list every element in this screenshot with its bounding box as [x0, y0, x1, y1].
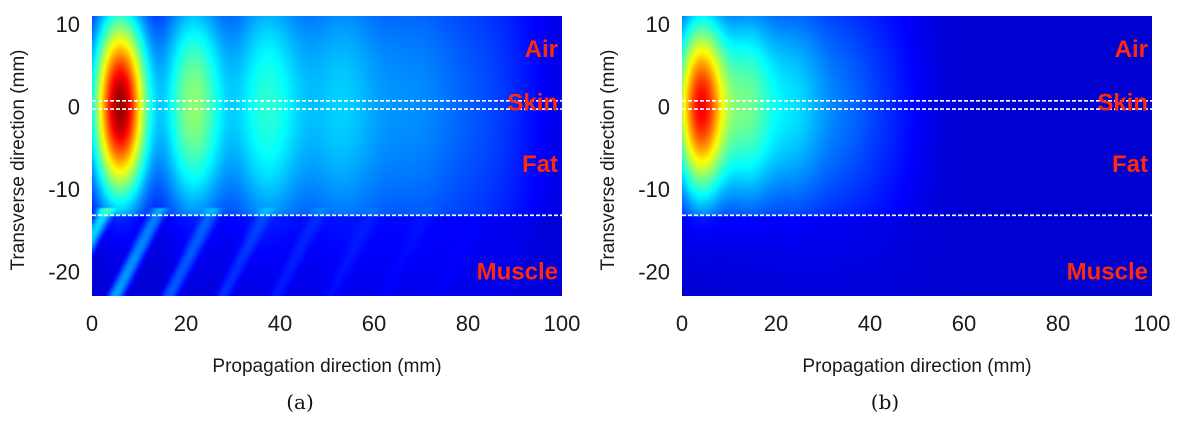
region-label-fat: Fat — [1112, 151, 1148, 178]
y-tick-label: -20 — [638, 259, 670, 284]
x-tick-label: 40 — [858, 311, 882, 336]
region-label-skin: Skin — [507, 89, 558, 116]
heatmap-field — [92, 16, 562, 296]
y-tick-label: -10 — [48, 177, 80, 202]
y-tick-label: 0 — [68, 95, 80, 120]
x-tick-label: 60 — [952, 311, 976, 336]
x-axis-label: Propagation direction (mm) — [802, 356, 1031, 377]
y-axis-label: Transverse direction (mm) — [8, 49, 29, 270]
region-label-muscle: Muscle — [477, 258, 558, 285]
y-tick-label: -10 — [638, 177, 670, 202]
y-tick-label: 10 — [646, 12, 670, 37]
panel-caption: (a) — [286, 390, 314, 414]
y-tick-label: 10 — [56, 12, 80, 37]
region-label-muscle: Muscle — [1067, 258, 1148, 285]
x-tick-label: 40 — [268, 311, 292, 336]
region-label-air: Air — [525, 36, 558, 63]
x-tick-label: 0 — [676, 311, 688, 336]
x-tick-label: 100 — [544, 311, 581, 336]
x-tick-label: 60 — [362, 311, 386, 336]
x-tick-label: 80 — [456, 311, 480, 336]
region-label-skin: Skin — [1097, 89, 1148, 116]
x-tick-label: 0 — [86, 311, 98, 336]
heatmap-field — [682, 16, 1152, 296]
x-tick-label: 80 — [1046, 311, 1070, 336]
x-tick-label: 20 — [764, 311, 788, 336]
y-tick-label: -20 — [48, 259, 80, 284]
x-tick-label: 100 — [1134, 311, 1171, 336]
x-tick-label: 20 — [174, 311, 198, 336]
y-axis-label: Transverse direction (mm) — [598, 49, 619, 270]
x-axis-label: Propagation direction (mm) — [212, 356, 441, 377]
y-tick-label: 0 — [658, 95, 670, 120]
panel-caption: (b) — [871, 390, 899, 414]
region-label-air: Air — [1115, 36, 1148, 63]
region-label-fat: Fat — [522, 151, 558, 178]
